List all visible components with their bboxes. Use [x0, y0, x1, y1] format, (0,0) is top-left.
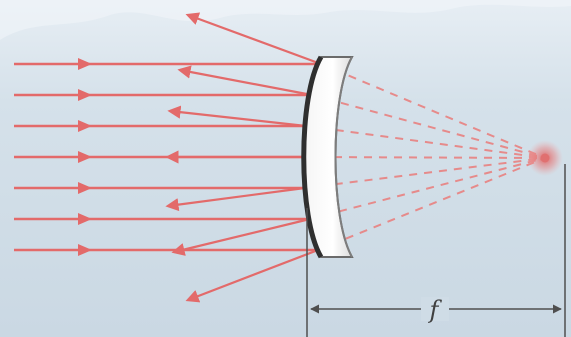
incident-arrow-4	[78, 151, 92, 163]
virtual-ray-3	[305, 125, 546, 159]
incident-arrow-6	[78, 213, 92, 225]
incident-arrow-3	[78, 120, 92, 132]
reflected-ray-6	[171, 217, 311, 256]
incident-arrow-1	[78, 58, 92, 70]
focal-point-dot	[540, 153, 550, 163]
convex-mirror	[301, 55, 354, 259]
incident-arrow-5	[78, 182, 92, 194]
mirror-back-surface	[334, 56, 353, 258]
dimension-label-background	[421, 297, 449, 321]
incident-arrow-7	[78, 244, 92, 256]
virtual-ray-7	[317, 157, 546, 251]
virtual-ray-2	[311, 94, 546, 159]
virtual-ray-4	[303, 156, 546, 159]
reflected-ray-3	[167, 105, 307, 128]
mirror-reflecting-surface	[301, 55, 324, 259]
virtual-ray-1	[320, 63, 546, 159]
reflected-rays	[165, 12, 322, 303]
virtual-ray-extensions	[303, 63, 546, 251]
reflected-ray-1	[185, 12, 322, 66]
reflected-ray-5	[165, 186, 306, 212]
reflected-ray-2	[177, 65, 313, 97]
virtual-ray-6	[309, 157, 546, 220]
incident-arrowheads	[78, 58, 92, 256]
reflected-ray-7	[185, 248, 319, 303]
focal-point	[527, 140, 563, 176]
background-texture	[0, 0, 571, 40]
virtual-ray-5	[304, 157, 546, 189]
incident-arrow-2	[78, 89, 92, 101]
incident-rays	[14, 62, 321, 252]
